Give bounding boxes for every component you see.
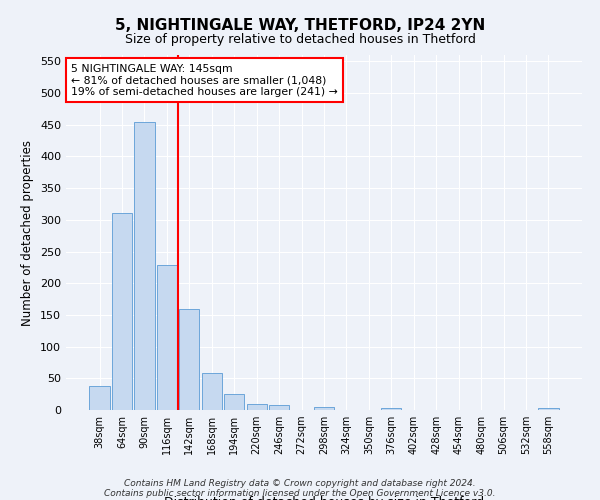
Text: 5, NIGHTINGALE WAY, THETFORD, IP24 2YN: 5, NIGHTINGALE WAY, THETFORD, IP24 2YN (115, 18, 485, 32)
Bar (179, 308, 199, 410)
Bar (202, 373, 222, 410)
Bar (538, 408, 559, 410)
Y-axis label: Number of detached properties: Number of detached properties (22, 140, 34, 326)
Bar (247, 404, 267, 410)
Text: Contains HM Land Registry data © Crown copyright and database right 2024.: Contains HM Land Registry data © Crown c… (124, 478, 476, 488)
Text: Size of property relative to detached houses in Thetford: Size of property relative to detached ho… (125, 32, 475, 46)
Bar (224, 394, 244, 410)
Bar (314, 407, 334, 410)
Text: Contains public sector information licensed under the Open Government Licence v3: Contains public sector information licen… (104, 488, 496, 498)
Bar (134, 122, 155, 410)
Bar (157, 266, 177, 410)
Bar (381, 408, 401, 410)
Bar (89, 386, 110, 410)
X-axis label: Distribution of detached houses by size in Thetford: Distribution of detached houses by size … (164, 496, 484, 500)
Bar (269, 405, 289, 410)
Text: 5 NIGHTINGALE WAY: 145sqm
← 81% of detached houses are smaller (1,048)
19% of se: 5 NIGHTINGALE WAY: 145sqm ← 81% of detac… (71, 64, 338, 97)
Bar (112, 214, 132, 410)
